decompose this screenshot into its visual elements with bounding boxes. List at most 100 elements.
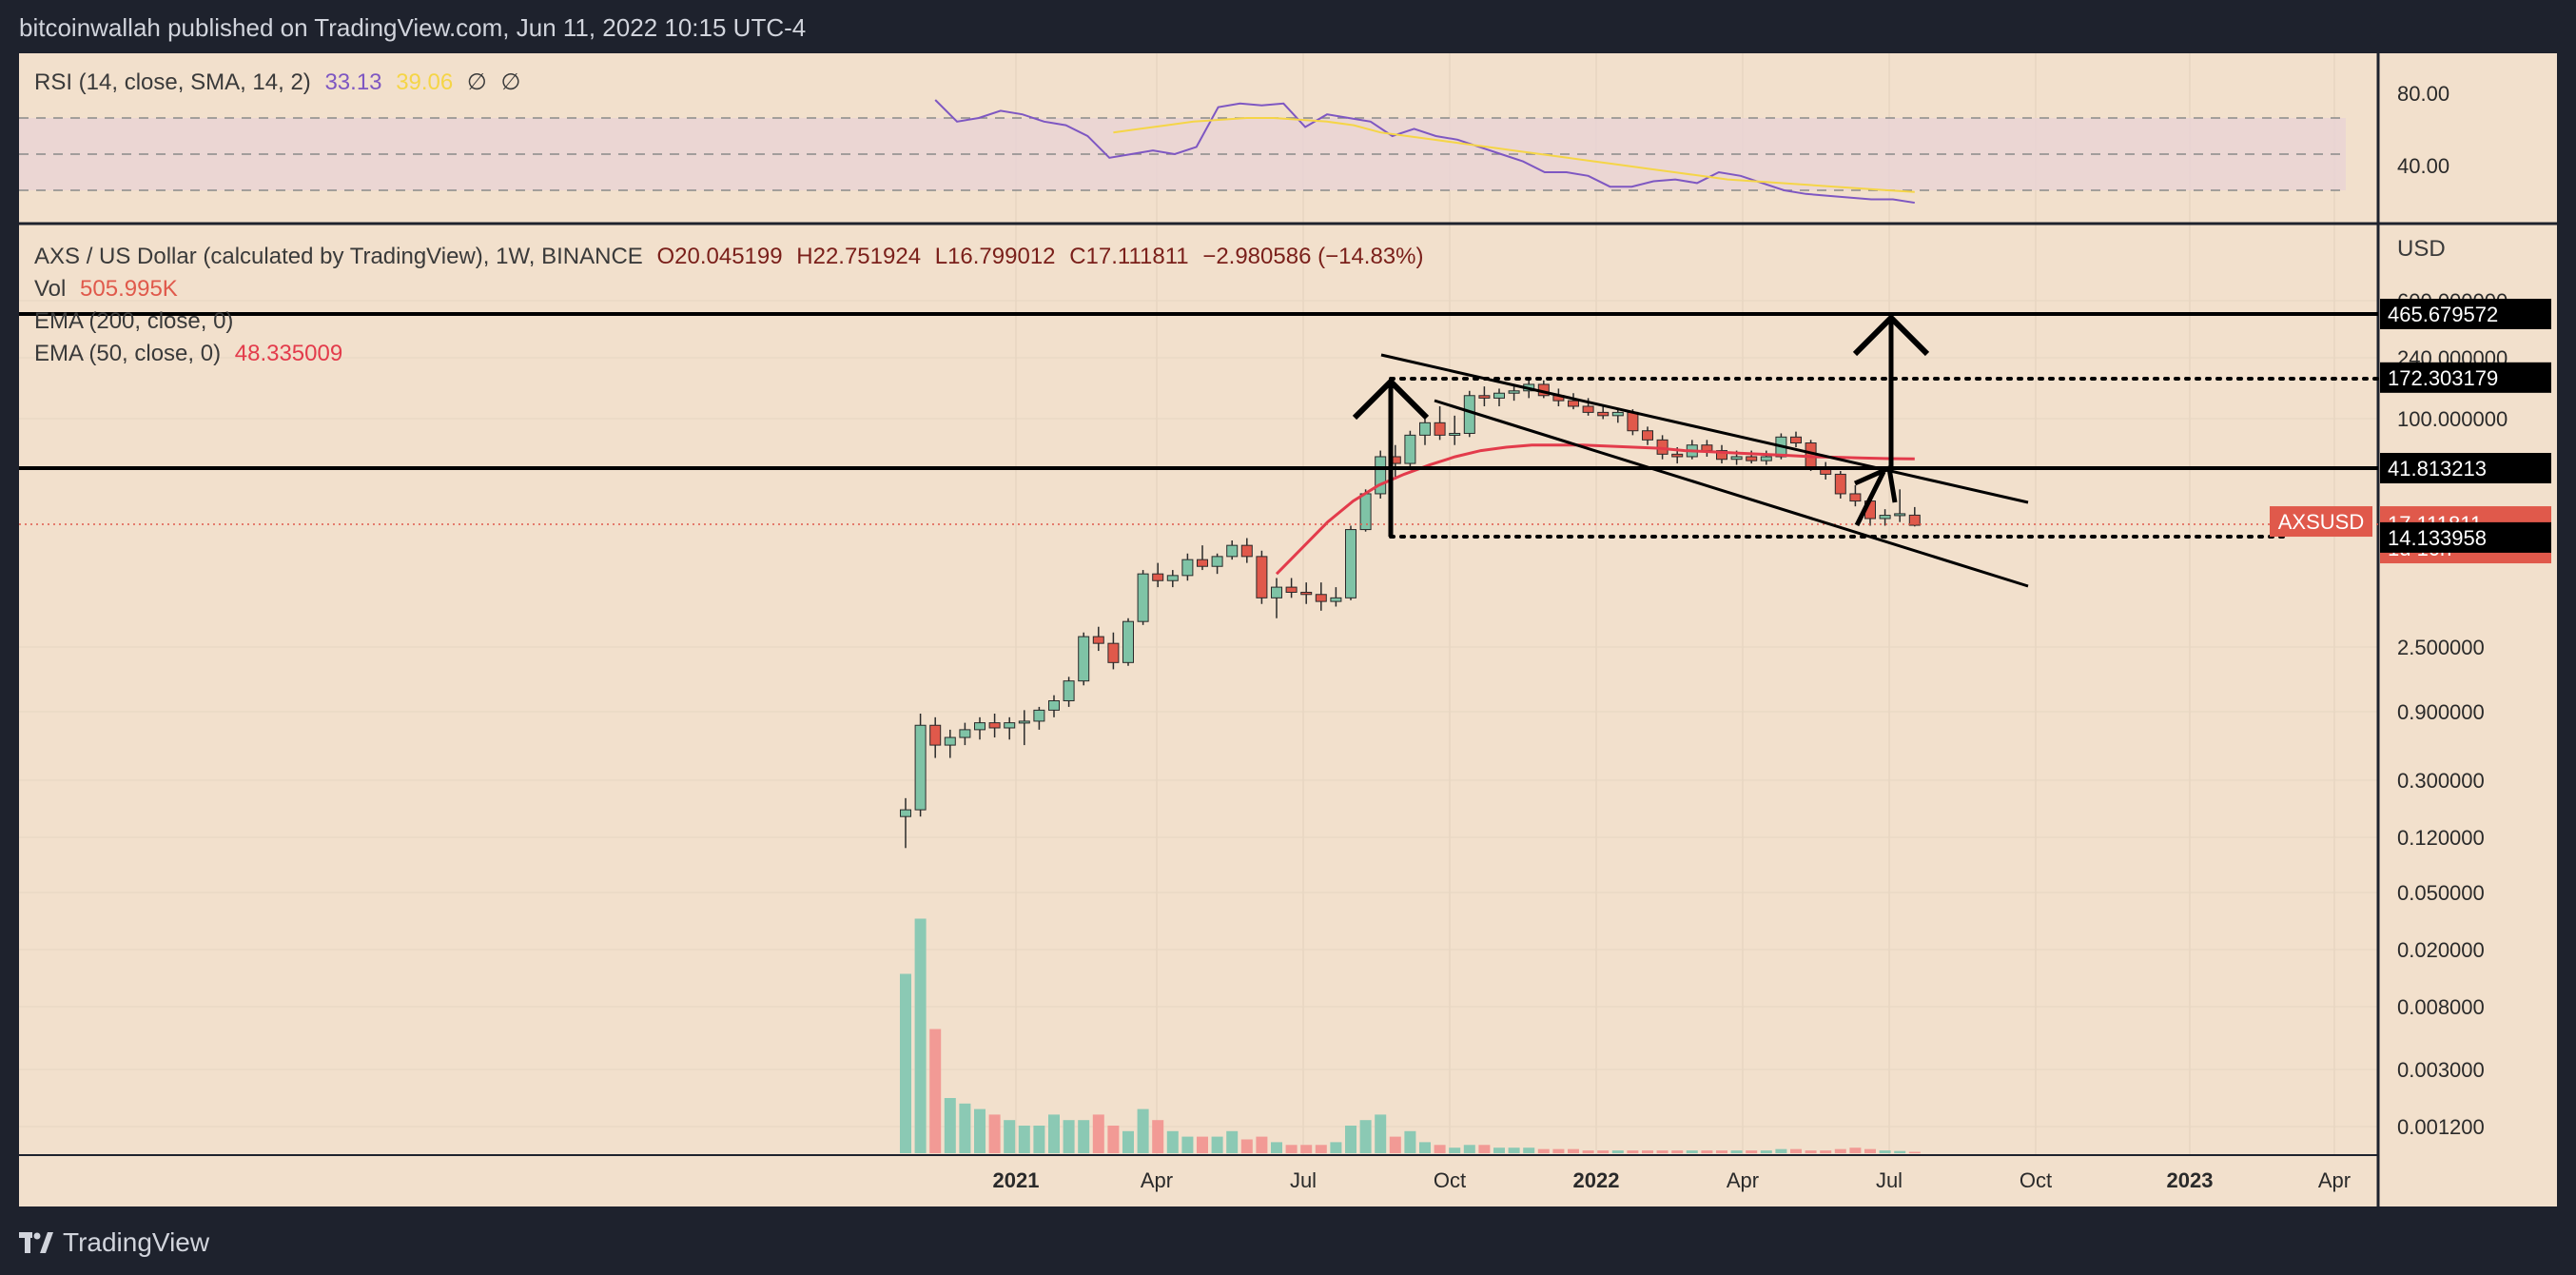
candle-body <box>1107 642 1120 663</box>
rsi-tick-label: 80.00 <box>2397 82 2449 106</box>
price-tick-label: 100.000000 <box>2397 407 2508 431</box>
candle <box>1760 450 1772 465</box>
time-axis: 2021 Apr Jul Oct 2022 Apr Jul Oct 2023 Apr <box>993 1168 2352 1192</box>
volume-bar <box>959 1103 971 1153</box>
ema50-value: 48.335009 <box>234 341 343 366</box>
candle-body <box>1434 422 1446 436</box>
candle <box>1004 716 1016 740</box>
time-tick-label: 2023 <box>2167 1168 2214 1192</box>
candle-body <box>1493 392 1505 399</box>
volume-bar <box>1375 1114 1387 1153</box>
symbol-legend[interactable]: AXS / US Dollar (calculated by TradingVi… <box>34 244 1423 270</box>
volume-legend[interactable]: Vol 505.995K <box>34 276 178 303</box>
candle <box>1493 388 1505 406</box>
candle-body <box>1063 680 1075 702</box>
price-tick-label: 0.020000 <box>2397 938 2485 962</box>
measure-arrow-head <box>1352 377 1430 421</box>
price-tick-label: 0.900000 <box>2397 700 2485 724</box>
volume-bar <box>1107 1126 1120 1153</box>
rsi-extra2: ∅ <box>500 69 521 95</box>
ohlc-low: L16.799012 <box>934 244 1056 269</box>
volume-bar <box>1152 1120 1164 1153</box>
time-tick-label: 2021 <box>993 1168 1040 1192</box>
volume-bar <box>1166 1130 1179 1153</box>
volume-bar <box>1359 1120 1372 1153</box>
candle <box>1597 405 1610 420</box>
candle-body <box>1463 395 1475 434</box>
price-tick-label: 0.001200 <box>2397 1115 2485 1139</box>
candle-body <box>1642 430 1653 441</box>
candle <box>1271 578 1282 618</box>
chart-svg[interactable]: 600.000000240.000000100.0000002.5000000.… <box>19 53 2557 1206</box>
volume-bar <box>1597 1150 1610 1153</box>
candle-body <box>1375 456 1387 495</box>
candle-body <box>1122 620 1134 663</box>
candle <box>1211 553 1223 575</box>
time-tick-label: 2022 <box>1573 1168 1620 1192</box>
ohlc-high: H22.751924 <box>796 244 922 269</box>
candle <box>1285 578 1298 598</box>
candle <box>900 797 911 849</box>
candle-body <box>988 722 1001 729</box>
price-tag-bg <box>2380 453 2551 483</box>
ema50-legend[interactable]: EMA (50, close, 0) 48.335009 <box>34 341 342 367</box>
price-tag-label: 41.813213 <box>2388 457 2487 481</box>
volume-bar <box>1404 1130 1416 1153</box>
candle-body <box>1760 456 1772 461</box>
price-tag-label: 465.679572 <box>2388 303 2498 326</box>
ohlc-open: O20.045199 <box>656 244 783 269</box>
channel-lower-line <box>1434 399 2029 588</box>
candle-body <box>1285 586 1298 593</box>
rsi-legend[interactable]: RSI (14, close, SMA, 14, 2) 33.13 39.06 … <box>34 69 520 96</box>
volume-bar <box>1389 1136 1401 1153</box>
volume-bar <box>974 1108 986 1153</box>
volume-bar <box>1240 1139 1253 1153</box>
candle <box>1611 409 1624 423</box>
ema200-legend[interactable]: EMA (200, close, 0) <box>34 308 233 335</box>
candle <box>914 713 927 817</box>
volume-bar <box>1656 1150 1669 1153</box>
candle-body <box>914 724 927 811</box>
candle-body <box>1315 594 1327 602</box>
drawings <box>19 312 2380 588</box>
channel-upper-line <box>1380 353 2029 504</box>
candle <box>1537 380 1550 399</box>
price-tag-bg <box>2380 299 2551 329</box>
tradingview-brand[interactable]: TradingView <box>19 1227 209 1258</box>
time-tick-label: Oct <box>1434 1168 1466 1192</box>
volume-bar <box>1611 1150 1624 1153</box>
candle <box>944 729 956 758</box>
tradingview-logo-icon <box>19 1232 53 1253</box>
price-tag-label: 172.303179 <box>2388 366 2498 390</box>
candle <box>1300 582 1313 604</box>
volume-bar <box>1078 1120 1090 1153</box>
candle <box>1908 506 1921 527</box>
candle <box>1018 710 1030 746</box>
brand-name: TradingView <box>63 1227 210 1257</box>
candle-body <box>1419 422 1431 436</box>
candle <box>1256 550 1268 604</box>
ohlc-change: −2.980586 (−14.83%) <box>1202 244 1424 269</box>
price-tick-label: 0.120000 <box>2397 826 2485 850</box>
candle-body <box>1879 515 1891 520</box>
rsi-polyline <box>934 99 1915 205</box>
volume-bar <box>1760 1150 1772 1153</box>
ohlc-close: C17.111811 <box>1069 244 1189 269</box>
volume-bar <box>1285 1145 1298 1153</box>
candle-body <box>1048 700 1060 711</box>
candle <box>1197 545 1208 571</box>
volume-bar <box>1671 1150 1684 1153</box>
volume-bar <box>1775 1148 1787 1153</box>
candle <box>1152 562 1164 588</box>
price-tag-bg <box>2380 362 2551 393</box>
candle <box>1033 706 1045 730</box>
candle-body <box>944 736 956 746</box>
volume-bar <box>1122 1130 1134 1153</box>
candle <box>1048 695 1060 717</box>
price-tick-label: 0.050000 <box>2397 881 2485 905</box>
candle-body <box>1018 720 1030 724</box>
volume-bar <box>914 918 927 1153</box>
volume-bar <box>1716 1150 1727 1153</box>
candle-body <box>1508 390 1520 394</box>
candle-body <box>1701 444 1713 452</box>
